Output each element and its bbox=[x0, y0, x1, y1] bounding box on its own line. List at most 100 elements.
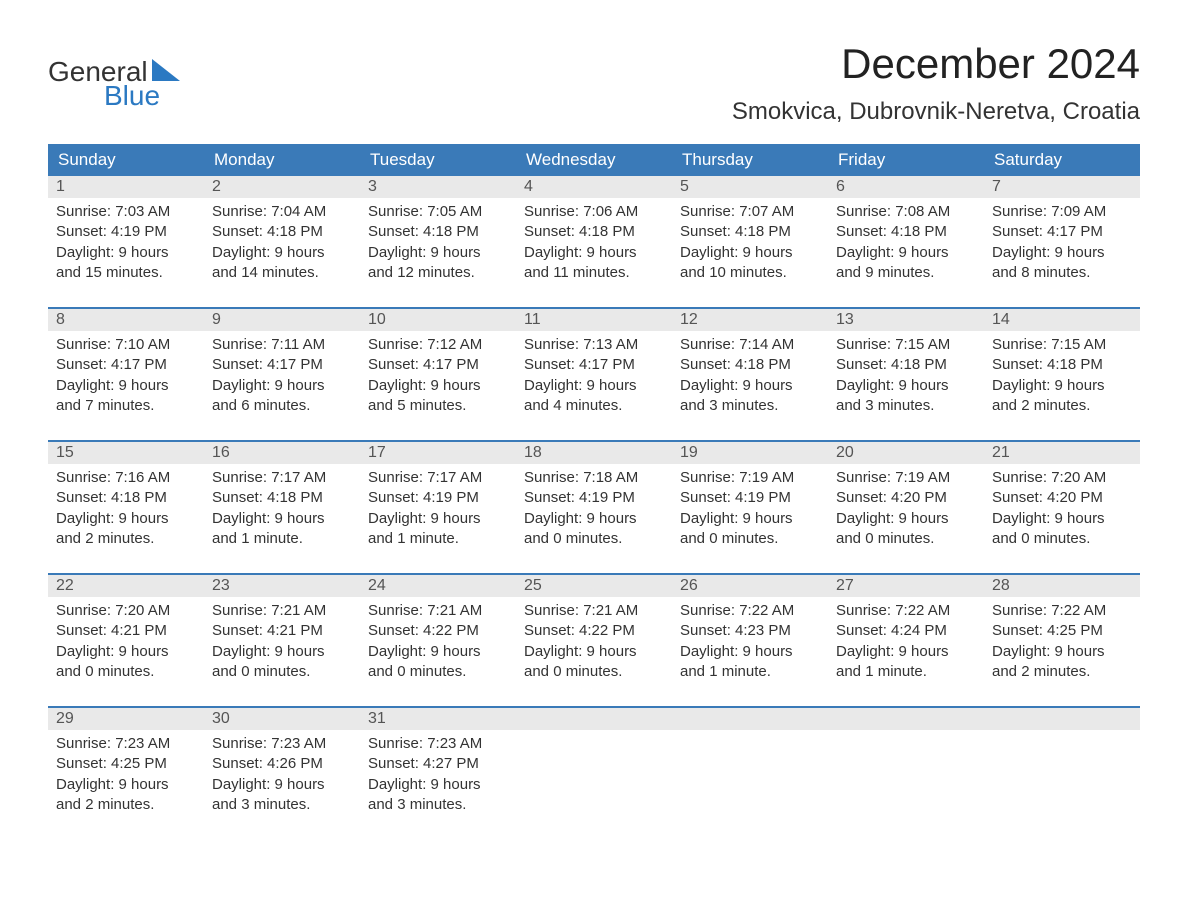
day-header-tue: Tuesday bbox=[360, 144, 516, 176]
day-cell: Sunrise: 7:21 AMSunset: 4:21 PMDaylight:… bbox=[204, 597, 360, 692]
day-dl2: and 9 minutes. bbox=[836, 263, 976, 283]
day-number: 18 bbox=[516, 442, 672, 464]
day-sunset: Sunset: 4:27 PM bbox=[368, 754, 508, 774]
week-row: 15161718192021Sunrise: 7:16 AMSunset: 4:… bbox=[48, 440, 1140, 559]
day-dl2: and 0 minutes. bbox=[836, 529, 976, 549]
day-header-sat: Saturday bbox=[984, 144, 1140, 176]
day-number: 16 bbox=[204, 442, 360, 464]
day-dl1: Daylight: 9 hours bbox=[992, 642, 1132, 662]
day-number: 30 bbox=[204, 708, 360, 730]
day-header-thu: Thursday bbox=[672, 144, 828, 176]
day-number: 20 bbox=[828, 442, 984, 464]
day-sunset: Sunset: 4:18 PM bbox=[680, 222, 820, 242]
day-sunset: Sunset: 4:19 PM bbox=[56, 222, 196, 242]
day-sunrise: Sunrise: 7:08 AM bbox=[836, 202, 976, 222]
day-number bbox=[672, 708, 828, 730]
day-number: 23 bbox=[204, 575, 360, 597]
day-dl1: Daylight: 9 hours bbox=[368, 509, 508, 529]
day-dl1: Daylight: 9 hours bbox=[56, 376, 196, 396]
day-dl1: Daylight: 9 hours bbox=[56, 509, 196, 529]
day-number: 9 bbox=[204, 309, 360, 331]
day-cell: Sunrise: 7:06 AMSunset: 4:18 PMDaylight:… bbox=[516, 198, 672, 293]
day-sunset: Sunset: 4:23 PM bbox=[680, 621, 820, 641]
day-sunrise: Sunrise: 7:15 AM bbox=[836, 335, 976, 355]
day-sunrise: Sunrise: 7:20 AM bbox=[56, 601, 196, 621]
day-sunset: Sunset: 4:17 PM bbox=[212, 355, 352, 375]
day-sunrise: Sunrise: 7:18 AM bbox=[524, 468, 664, 488]
day-number: 10 bbox=[360, 309, 516, 331]
day-sunset: Sunset: 4:19 PM bbox=[680, 488, 820, 508]
day-dl2: and 3 minutes. bbox=[836, 396, 976, 416]
week-row: 22232425262728Sunrise: 7:20 AMSunset: 4:… bbox=[48, 573, 1140, 692]
day-dl2: and 0 minutes. bbox=[524, 529, 664, 549]
day-sunset: Sunset: 4:20 PM bbox=[992, 488, 1132, 508]
day-dl2: and 0 minutes. bbox=[212, 662, 352, 682]
day-number: 12 bbox=[672, 309, 828, 331]
day-sunrise: Sunrise: 7:19 AM bbox=[836, 468, 976, 488]
day-dl1: Daylight: 9 hours bbox=[680, 243, 820, 263]
day-sunset: Sunset: 4:18 PM bbox=[836, 355, 976, 375]
day-dl2: and 1 minute. bbox=[368, 529, 508, 549]
day-cell: Sunrise: 7:04 AMSunset: 4:18 PMDaylight:… bbox=[204, 198, 360, 293]
day-number bbox=[516, 708, 672, 730]
day-sunrise: Sunrise: 7:11 AM bbox=[212, 335, 352, 355]
day-cell: Sunrise: 7:03 AMSunset: 4:19 PMDaylight:… bbox=[48, 198, 204, 293]
day-sunrise: Sunrise: 7:20 AM bbox=[992, 468, 1132, 488]
calendar: Sunday Monday Tuesday Wednesday Thursday… bbox=[48, 144, 1140, 825]
day-dl1: Daylight: 9 hours bbox=[992, 376, 1132, 396]
day-dl2: and 2 minutes. bbox=[56, 529, 196, 549]
logo: General Blue bbox=[48, 40, 180, 110]
day-sunrise: Sunrise: 7:23 AM bbox=[56, 734, 196, 754]
day-sunrise: Sunrise: 7:09 AM bbox=[992, 202, 1132, 222]
day-number: 19 bbox=[672, 442, 828, 464]
day-number: 4 bbox=[516, 176, 672, 198]
day-cell: Sunrise: 7:17 AMSunset: 4:18 PMDaylight:… bbox=[204, 464, 360, 559]
day-cell: Sunrise: 7:11 AMSunset: 4:17 PMDaylight:… bbox=[204, 331, 360, 426]
day-dl1: Daylight: 9 hours bbox=[212, 243, 352, 263]
day-header-fri: Friday bbox=[828, 144, 984, 176]
day-sunrise: Sunrise: 7:21 AM bbox=[212, 601, 352, 621]
day-number: 6 bbox=[828, 176, 984, 198]
logo-word2: Blue bbox=[48, 82, 180, 110]
day-sunrise: Sunrise: 7:23 AM bbox=[212, 734, 352, 754]
day-dl2: and 2 minutes. bbox=[56, 795, 196, 815]
day-cell: Sunrise: 7:07 AMSunset: 4:18 PMDaylight:… bbox=[672, 198, 828, 293]
day-sunrise: Sunrise: 7:21 AM bbox=[368, 601, 508, 621]
day-dl1: Daylight: 9 hours bbox=[56, 243, 196, 263]
day-sunrise: Sunrise: 7:10 AM bbox=[56, 335, 196, 355]
week-row: 891011121314Sunrise: 7:10 AMSunset: 4:17… bbox=[48, 307, 1140, 426]
day-dl2: and 0 minutes. bbox=[680, 529, 820, 549]
day-number: 28 bbox=[984, 575, 1140, 597]
day-number-row: 15161718192021 bbox=[48, 442, 1140, 464]
day-dl1: Daylight: 9 hours bbox=[524, 243, 664, 263]
day-header-wed: Wednesday bbox=[516, 144, 672, 176]
weeks-container: 1234567Sunrise: 7:03 AMSunset: 4:19 PMDa… bbox=[48, 176, 1140, 825]
day-cell: Sunrise: 7:15 AMSunset: 4:18 PMDaylight:… bbox=[984, 331, 1140, 426]
day-sunrise: Sunrise: 7:04 AM bbox=[212, 202, 352, 222]
day-sunset: Sunset: 4:18 PM bbox=[836, 222, 976, 242]
day-cell: Sunrise: 7:23 AMSunset: 4:25 PMDaylight:… bbox=[48, 730, 204, 825]
day-cell: Sunrise: 7:21 AMSunset: 4:22 PMDaylight:… bbox=[516, 597, 672, 692]
day-number bbox=[984, 708, 1140, 730]
day-number: 27 bbox=[828, 575, 984, 597]
day-cell bbox=[984, 730, 1140, 825]
day-sunrise: Sunrise: 7:13 AM bbox=[524, 335, 664, 355]
day-dl1: Daylight: 9 hours bbox=[368, 775, 508, 795]
day-cell: Sunrise: 7:23 AMSunset: 4:27 PMDaylight:… bbox=[360, 730, 516, 825]
day-dl2: and 3 minutes. bbox=[212, 795, 352, 815]
day-cell: Sunrise: 7:22 AMSunset: 4:23 PMDaylight:… bbox=[672, 597, 828, 692]
day-sunrise: Sunrise: 7:12 AM bbox=[368, 335, 508, 355]
day-cell: Sunrise: 7:23 AMSunset: 4:26 PMDaylight:… bbox=[204, 730, 360, 825]
day-dl1: Daylight: 9 hours bbox=[212, 775, 352, 795]
day-sunset: Sunset: 4:20 PM bbox=[836, 488, 976, 508]
day-sunset: Sunset: 4:21 PM bbox=[56, 621, 196, 641]
day-dl2: and 1 minute. bbox=[836, 662, 976, 682]
day-sunset: Sunset: 4:17 PM bbox=[368, 355, 508, 375]
day-cell: Sunrise: 7:16 AMSunset: 4:18 PMDaylight:… bbox=[48, 464, 204, 559]
day-cell: Sunrise: 7:05 AMSunset: 4:18 PMDaylight:… bbox=[360, 198, 516, 293]
day-sunrise: Sunrise: 7:22 AM bbox=[992, 601, 1132, 621]
title-block: December 2024 Smokvica, Dubrovnik-Neretv… bbox=[732, 40, 1140, 126]
day-sunrise: Sunrise: 7:14 AM bbox=[680, 335, 820, 355]
day-dl1: Daylight: 9 hours bbox=[680, 642, 820, 662]
day-cell: Sunrise: 7:18 AMSunset: 4:19 PMDaylight:… bbox=[516, 464, 672, 559]
